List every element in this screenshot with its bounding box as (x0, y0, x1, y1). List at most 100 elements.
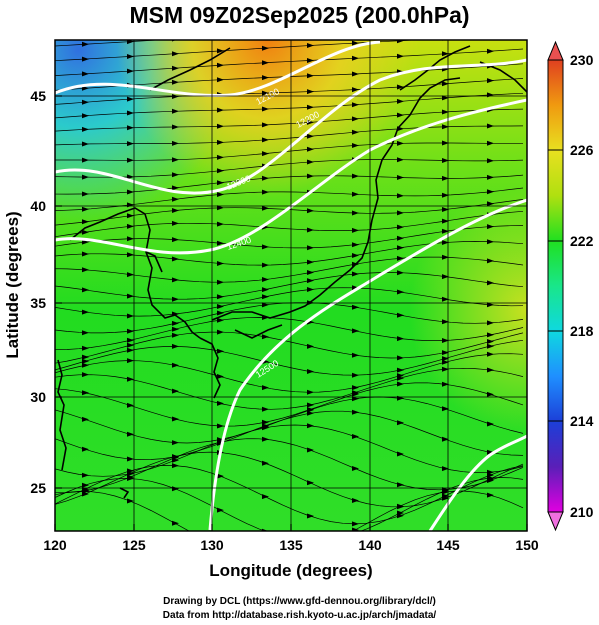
wind-arrow (442, 493, 449, 499)
credit-line-data: Data from http://database.rish.kyoto-u.a… (162, 610, 437, 621)
wind-arrow (352, 173, 359, 179)
wind-arrow (262, 425, 269, 431)
wind-arrow (127, 272, 134, 278)
wind-arrow (217, 192, 224, 197)
wind-arrow (397, 381, 404, 387)
wind-arrow (82, 174, 89, 180)
streamline (55, 40, 421, 62)
colorbar-tick-label: 222 (570, 233, 594, 249)
wind-arrow (442, 254, 449, 260)
wind-arrow (352, 434, 359, 439)
wind-arrow (487, 351, 494, 357)
wind-arrow (397, 312, 404, 318)
wind-arrow (352, 352, 359, 358)
wind-arrow (307, 259, 314, 265)
wind-arrow (352, 102, 359, 108)
wind-arrow (217, 348, 224, 354)
wind-arrow (442, 406, 449, 412)
wind-arrow (217, 473, 224, 479)
wind-arrow (442, 95, 449, 101)
wind-arrow (352, 87, 359, 93)
wind-arrow (82, 372, 89, 378)
wind-arrow (442, 274, 449, 280)
wind-arrow (397, 367, 404, 373)
wind-arrow (262, 205, 269, 211)
x-tick-label: 140 (358, 537, 382, 553)
wind-arrow (217, 168, 224, 174)
wind-arrow (172, 343, 179, 349)
wind-arrow (127, 223, 134, 229)
y-tick-label: 40 (30, 198, 46, 214)
wind-arrow (262, 302, 269, 308)
wind-arrow (352, 285, 359, 291)
wind-arrow (172, 277, 179, 283)
wind-arrow (352, 396, 359, 402)
wind-arrow (127, 125, 134, 131)
wind-arrow (307, 287, 314, 292)
wind-arrow (262, 494, 269, 500)
wind-arrow (352, 391, 359, 397)
colorbar: 230 226 222 218 214 210 (547, 40, 594, 532)
wind-arrow (352, 304, 359, 310)
wind-arrow (397, 270, 404, 276)
wind-arrow (307, 146, 314, 152)
wind-arrow (172, 440, 179, 446)
wind-arrow (442, 140, 449, 146)
wind-arrow (172, 208, 179, 213)
wind-arrow (172, 388, 179, 394)
wind-arrow (82, 446, 89, 452)
wind-arrow (487, 280, 494, 286)
wind-arrow (307, 343, 314, 349)
wind-arrow (172, 332, 179, 338)
y-tick-label: 30 (30, 389, 46, 405)
wind-arrow (172, 65, 179, 71)
colorbar-tick-label: 226 (570, 142, 594, 158)
wind-arrow (172, 326, 179, 332)
y-axis: 25 30 35 40 45 Latitude (degrees) (3, 88, 62, 496)
wind-arrow (442, 366, 449, 372)
wind-arrow (352, 271, 359, 277)
wind-arrow (127, 141, 134, 147)
wind-arrow (487, 492, 494, 498)
wind-arrow (352, 227, 359, 233)
wind-arrow (82, 309, 89, 315)
wind-arrow (82, 416, 89, 422)
wind-arrow (442, 381, 449, 387)
wind-arrow (442, 489, 449, 495)
wind-arrow (262, 287, 269, 293)
wind-arrow (217, 154, 224, 160)
wind-arrow (82, 239, 89, 245)
wind-arrow (307, 173, 314, 179)
wind-arrow (127, 476, 134, 481)
wind-arrow (172, 220, 179, 226)
wind-arrow (172, 108, 179, 114)
wind-arrow (487, 258, 494, 264)
wind-arrow (442, 466, 449, 472)
wind-arrow (172, 185, 179, 191)
wind-arrow (82, 358, 89, 364)
wind-arrow (127, 189, 134, 195)
wind-arrow (307, 159, 314, 165)
wind-arrow (397, 140, 404, 146)
wind-arrow (487, 332, 494, 338)
wind-arrow (127, 293, 134, 299)
wind-arrow (487, 320, 494, 326)
wind-arrow (352, 191, 359, 197)
wind-arrow (307, 278, 314, 284)
wind-arrow (442, 109, 449, 115)
wind-arrow (82, 206, 89, 212)
wind-arrow (487, 158, 494, 164)
wind-arrow (82, 362, 89, 368)
wind-arrow (397, 175, 404, 180)
wind-arrow (487, 421, 494, 427)
wind-arrow (172, 320, 179, 326)
wind-arrow (487, 140, 494, 146)
wind-arrow (397, 255, 404, 261)
wind-arrow (442, 296, 449, 302)
wind-arrow (487, 201, 494, 207)
wind-arrow (397, 420, 404, 426)
wind-arrow (217, 240, 224, 246)
wind-arrow (262, 151, 269, 157)
wind-arrow (262, 419, 269, 425)
wind-arrow (487, 78, 494, 84)
